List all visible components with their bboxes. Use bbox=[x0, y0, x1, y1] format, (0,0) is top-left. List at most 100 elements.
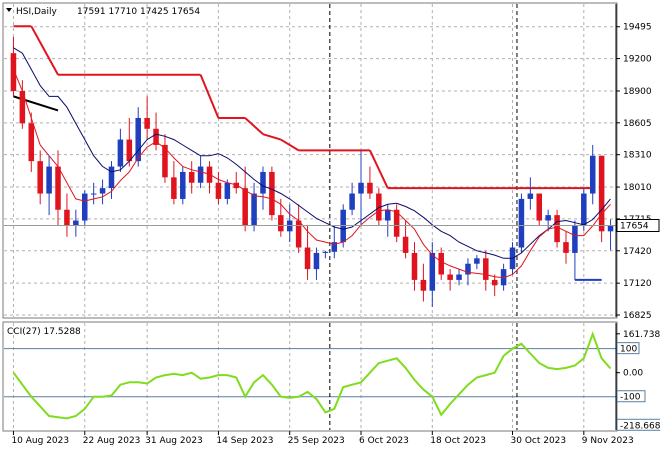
cci-axis: 161.7385 100 0.00 -100 -218.668 bbox=[615, 323, 660, 431]
chart-header: HSI,Daily 17591 17710 17425 17654 bbox=[6, 7, 200, 17]
bull-candle bbox=[331, 242, 338, 252]
main-grid bbox=[4, 4, 616, 317]
bull-candle bbox=[589, 155, 596, 194]
bear-candle bbox=[554, 215, 560, 243]
cci-level-box bbox=[616, 342, 640, 355]
time-tick-label: 22 Aug 2023 bbox=[83, 436, 141, 446]
bull-candle bbox=[180, 171, 186, 199]
bear-candle bbox=[19, 90, 26, 124]
time-tick-label: 18 Oct 2023 bbox=[430, 436, 486, 446]
bull-candle bbox=[500, 269, 507, 286]
bull-candle bbox=[527, 193, 534, 199]
bear-candle bbox=[536, 193, 543, 221]
bear-candle bbox=[242, 188, 248, 226]
bull-candle bbox=[465, 263, 471, 275]
main-panel-frame bbox=[2, 2, 618, 319]
cci-panel-frame bbox=[2, 321, 618, 432]
bear-candle bbox=[393, 209, 400, 237]
bull-candle bbox=[81, 193, 88, 221]
stop-line-segment bbox=[244, 117, 264, 135]
cci-tick-label: 0.00 bbox=[623, 369, 643, 379]
bear-candle bbox=[144, 117, 150, 129]
price-tick-label: 17420 bbox=[623, 247, 652, 257]
symbol-label: HSI,Daily bbox=[16, 7, 57, 17]
bull-candle bbox=[384, 209, 391, 221]
bull-candle bbox=[545, 215, 551, 221]
current-price-label: 17654 bbox=[620, 221, 649, 231]
bull-candle bbox=[260, 171, 266, 194]
bull-candle bbox=[197, 166, 204, 183]
time-tick-label: 9 Nov 2023 bbox=[582, 436, 634, 446]
bull-candle bbox=[251, 193, 257, 226]
cci-tick-label: -100 bbox=[620, 393, 641, 403]
bear-candle bbox=[37, 161, 43, 194]
bull-candle bbox=[90, 193, 97, 195]
time-tick-label: 31 Aug 2023 bbox=[145, 436, 203, 446]
bull-candle bbox=[429, 252, 436, 291]
stop-level-line bbox=[13, 25, 602, 281]
bull-candle bbox=[572, 225, 578, 253]
bull-candle bbox=[117, 139, 124, 167]
price-tick-label: 18605 bbox=[623, 119, 652, 129]
bear-candle bbox=[420, 279, 427, 291]
bear-candle bbox=[598, 155, 605, 232]
time-tick-label: 25 Sep 2023 bbox=[288, 436, 345, 446]
bear-candle bbox=[411, 252, 418, 280]
bull-candle bbox=[224, 182, 231, 199]
session-separators bbox=[329, 4, 518, 430]
bear-candle bbox=[295, 220, 302, 248]
price-tick-label: 16825 bbox=[623, 311, 652, 321]
time-tick-label: 30 Oct 2023 bbox=[511, 436, 567, 446]
time-axis: 10 Aug 2023 22 Aug 2023 31 Aug 2023 14 Sep … bbox=[11, 431, 634, 446]
bull-candle bbox=[474, 258, 480, 264]
moving-averages bbox=[13, 47, 611, 279]
stop-line-segment bbox=[262, 133, 282, 141]
cci-series-line bbox=[12, 331, 612, 420]
bull-candle bbox=[358, 182, 364, 194]
bear-candle bbox=[304, 247, 311, 270]
cci-grid bbox=[4, 323, 616, 430]
bear-candle bbox=[367, 182, 373, 194]
bull-candle bbox=[135, 117, 141, 162]
bear-candle bbox=[126, 139, 133, 162]
price-axis: 1949519200189001860518310180101771517420… bbox=[4, 4, 660, 321]
bear-candle bbox=[278, 215, 284, 232]
cci-tick-label: 161.7385 bbox=[623, 330, 660, 340]
bear-candle bbox=[483, 258, 489, 280]
bear-candle bbox=[402, 236, 409, 253]
price-tick-label: 19495 bbox=[623, 23, 652, 33]
cci-line bbox=[12, 331, 612, 420]
bull-candle bbox=[99, 188, 106, 194]
bear-candle bbox=[162, 144, 168, 178]
bear-candle bbox=[153, 128, 159, 145]
cci-tick-label: 100 bbox=[620, 345, 637, 355]
stop-line-segment bbox=[280, 138, 300, 152]
bear-candle bbox=[10, 53, 17, 91]
bear-candle bbox=[64, 209, 70, 226]
ohlc-values: 17591 17710 17425 17654 bbox=[77, 7, 200, 17]
stop-line-segment bbox=[369, 149, 389, 189]
price-tick-label: 17120 bbox=[623, 279, 652, 289]
price-tick-label: 18900 bbox=[623, 87, 652, 97]
bear-candle bbox=[171, 177, 177, 199]
bear-candle bbox=[269, 171, 275, 216]
time-tick-label: 14 Sep 2023 bbox=[216, 436, 273, 446]
bear-candle bbox=[376, 193, 382, 221]
bear-candle bbox=[188, 171, 195, 183]
time-tick-label: 10 Aug 2023 bbox=[11, 436, 69, 446]
bear-candle bbox=[55, 166, 61, 210]
bull-candle bbox=[322, 251, 329, 253]
cci-title: CCI(27) 17.5288 bbox=[7, 327, 81, 337]
cci-level-box bbox=[616, 418, 660, 431]
bull-candle bbox=[108, 166, 115, 189]
current-price-box bbox=[616, 218, 660, 232]
bull-candle bbox=[456, 274, 462, 280]
cci-tick-label: -218.668 bbox=[620, 421, 660, 431]
price-tick-label: 18010 bbox=[623, 183, 652, 193]
cci-level-box bbox=[616, 390, 646, 403]
price-tick-label: 18310 bbox=[623, 151, 652, 161]
price-tick-label: 19200 bbox=[623, 55, 652, 65]
triangle-down-icon[interactable] bbox=[6, 8, 12, 12]
bear-candle bbox=[491, 279, 498, 286]
